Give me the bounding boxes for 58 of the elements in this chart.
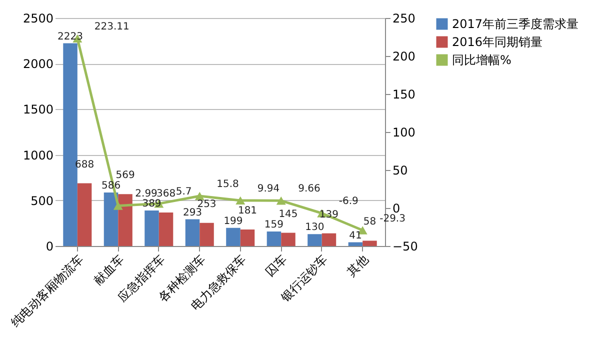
- legend-label: 同比增幅%: [452, 53, 512, 67]
- legend-label: 2016年同期销量: [452, 35, 543, 49]
- data-label: -6.9: [338, 196, 358, 208]
- bar: [308, 234, 322, 246]
- data-label: 58: [363, 216, 376, 228]
- data-label: 293: [182, 207, 202, 218]
- data-label: 181: [238, 205, 258, 216]
- data-label: 159: [264, 220, 284, 230]
- data-label: 130: [305, 222, 324, 234]
- point: [194, 192, 204, 200]
- x-tick-label: 纯电动客厢物流车: [8, 252, 86, 330]
- x-tick-label: 其他: [344, 252, 372, 279]
- bar: [281, 232, 296, 246]
- bar: [226, 228, 240, 246]
- data-label: -29.3: [380, 213, 406, 224]
- bar: [185, 219, 200, 246]
- bar: [63, 43, 78, 246]
- y-tick-label: 2000: [22, 57, 54, 72]
- data-label: 5.7: [176, 186, 192, 198]
- data-label: 15.8: [216, 178, 239, 190]
- y2-tick-label: −50: [392, 240, 418, 254]
- bar: [348, 242, 363, 246]
- legend-label: 2017年前三季度需求量: [452, 17, 579, 31]
- data-label: 223.11: [94, 21, 130, 32]
- x-tick-label: 献血车: [91, 252, 127, 288]
- y-tick-label: 1500: [22, 102, 54, 117]
- bar: [104, 192, 118, 246]
- y2-tick-label: 50: [392, 164, 408, 178]
- data-label: 9.94: [257, 183, 280, 194]
- data-label: 2.99: [135, 188, 158, 200]
- point: [113, 202, 123, 210]
- x-tick-label: 囚车: [262, 252, 290, 279]
- bar: [77, 183, 92, 246]
- data-label: 569: [116, 170, 135, 182]
- bar: [240, 229, 255, 246]
- y2-tick-label: 0: [392, 202, 400, 216]
- y-tick-label: 2500: [22, 12, 54, 26]
- y2-tick-label: 150: [392, 88, 416, 102]
- data-label: 145: [278, 208, 298, 220]
- bar: [158, 212, 174, 246]
- bar: [118, 194, 132, 246]
- bar: [200, 222, 214, 246]
- y-tick-label: 500: [30, 194, 54, 208]
- y-tick-label: 1000: [22, 148, 54, 162]
- y2-tick-label: 200: [392, 50, 416, 64]
- y-tick-label: 0: [46, 240, 54, 254]
- data-label: 199: [224, 216, 243, 227]
- data-label: 368: [156, 188, 176, 200]
- data-label: 41: [349, 230, 362, 242]
- bar: [266, 232, 282, 246]
- point: [276, 196, 286, 205]
- bar: [144, 210, 159, 246]
- bar: [362, 240, 377, 246]
- data-label: 9.66: [298, 184, 320, 195]
- y2-tick-label: 100: [392, 126, 416, 140]
- y2-tick-label: 250: [392, 12, 416, 26]
- point: [236, 196, 246, 205]
- bar: [322, 233, 336, 246]
